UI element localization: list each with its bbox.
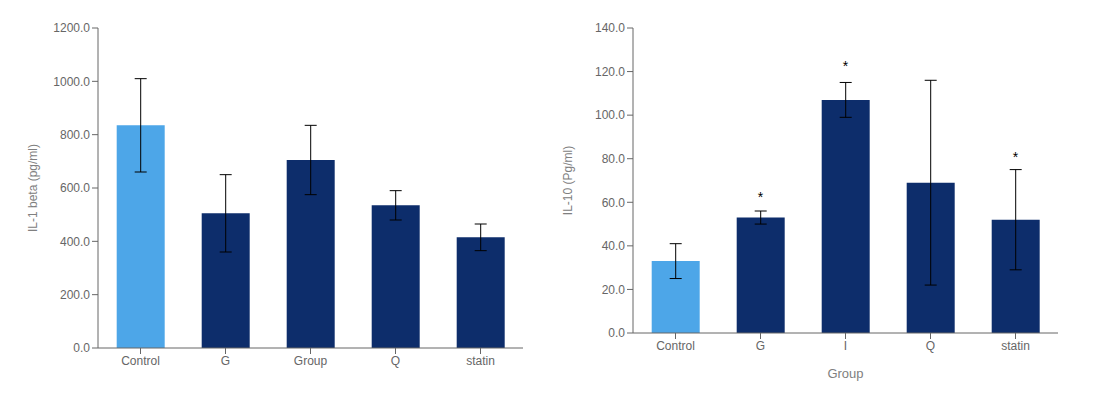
svg-text:100.0: 100.0: [595, 108, 625, 122]
svg-text:Q: Q: [926, 339, 935, 353]
svg-text:1200.0: 1200.0: [53, 21, 90, 35]
svg-text:140.0: 140.0: [595, 21, 625, 35]
svg-text:800.0: 800.0: [60, 128, 90, 142]
svg-text:I: I: [844, 339, 847, 353]
svg-text:0.0: 0.0: [73, 341, 90, 355]
svg-text:400.0: 400.0: [60, 235, 90, 249]
svg-text:Group: Group: [827, 366, 863, 381]
svg-text:G: G: [756, 339, 765, 353]
svg-text:*: *: [1013, 149, 1019, 165]
svg-text:200.0: 200.0: [60, 288, 90, 302]
svg-text:Control: Control: [656, 339, 695, 353]
svg-text:40.0: 40.0: [602, 239, 626, 253]
svg-text:IL-10 (Pg/ml): IL-10 (Pg/ml): [561, 146, 575, 215]
svg-text:60.0: 60.0: [602, 196, 626, 210]
svg-text:G: G: [221, 354, 230, 368]
svg-text:Q: Q: [391, 354, 400, 368]
svg-text:Control: Control: [121, 354, 160, 368]
svg-text:120.0: 120.0: [595, 65, 625, 79]
svg-text:Group: Group: [294, 354, 328, 368]
svg-text:80.0: 80.0: [602, 152, 626, 166]
svg-text:1000.0: 1000.0: [53, 75, 90, 89]
svg-text:*: *: [843, 58, 849, 74]
svg-text:*: *: [758, 189, 764, 205]
svg-text:0.0: 0.0: [608, 326, 625, 340]
svg-text:20.0: 20.0: [602, 283, 626, 297]
svg-text:600.0: 600.0: [60, 181, 90, 195]
svg-text:statin: statin: [466, 354, 495, 368]
svg-text:statin: statin: [1001, 339, 1030, 353]
svg-text:IL-1 beta (pg/ml): IL-1 beta (pg/ml): [26, 144, 40, 232]
